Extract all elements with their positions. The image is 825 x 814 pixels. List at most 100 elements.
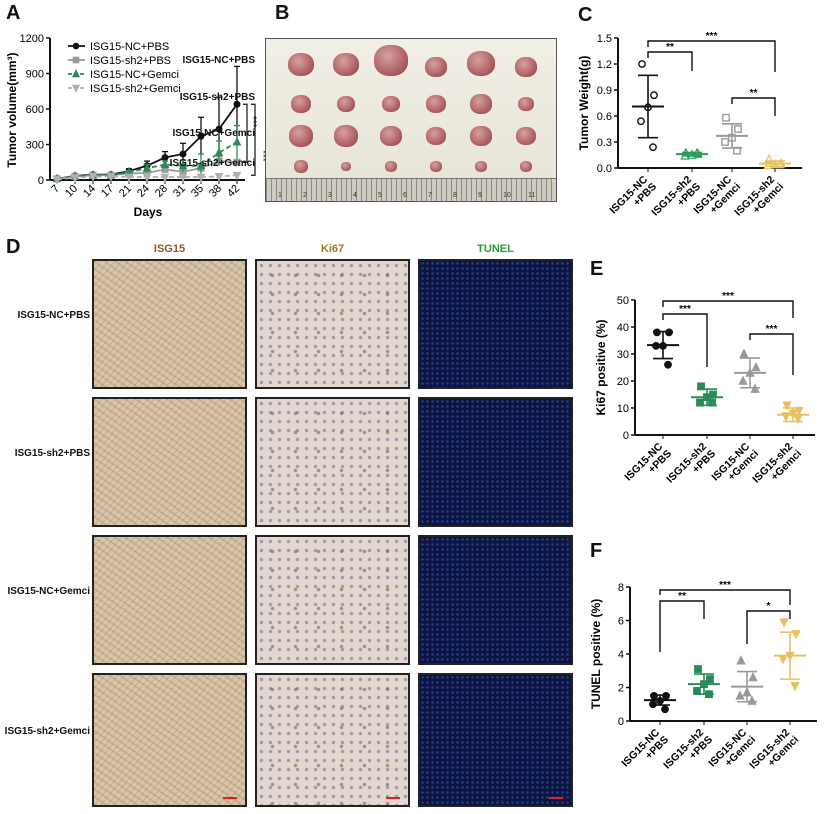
tumor: [288, 53, 314, 77]
data-point: [735, 690, 745, 700]
data-point: [790, 682, 800, 692]
sig-bracket: [662, 313, 708, 367]
ruler: 1 2 3 4 5 6 7 8 9 10 11: [266, 178, 556, 201]
data-point: [160, 173, 170, 183]
data-point: [778, 655, 788, 665]
col-header-tunel: TUNEL: [477, 243, 514, 255]
sig-label: ***: [706, 31, 718, 42]
ruler-number: 3: [328, 192, 332, 199]
data-point: [637, 117, 645, 126]
sig-bracket: [647, 40, 776, 72]
sig-label: ***: [766, 324, 778, 335]
ruler-number: 10: [503, 192, 511, 199]
data-point: [179, 150, 187, 158]
y-tick-label: 0: [38, 175, 44, 187]
tumor: [334, 125, 358, 147]
data-point: [214, 147, 224, 157]
scale-bar: [549, 797, 563, 799]
tumor: [291, 95, 311, 113]
sig-label: ***: [719, 580, 731, 591]
y-tick-label: 50: [617, 295, 629, 307]
sig-label: **: [750, 88, 758, 99]
panel-label-e: E: [590, 258, 604, 280]
y-tick-label: 0: [623, 430, 629, 442]
x-tick-label: 7: [49, 183, 62, 196]
data-point: [196, 160, 206, 170]
sig-label: ***: [257, 150, 268, 162]
tumor: [518, 97, 534, 112]
x-tick-label: 42: [225, 183, 242, 200]
legend-label: ISG15-NC+PBS: [90, 41, 169, 53]
tumor: [467, 51, 495, 77]
legend-label: ISG15-sh2+PBS: [90, 55, 171, 67]
y-tick-label: 30: [617, 349, 629, 361]
data-point: [750, 383, 760, 393]
tumor: [426, 127, 446, 145]
data-point: [739, 348, 749, 358]
d-row-label: ISG15-NC+PBS: [17, 310, 90, 321]
y-tick-label: 600: [26, 104, 44, 116]
legend-marker: [72, 56, 80, 64]
data-point: [721, 138, 729, 146]
y-tick-label: 2: [618, 683, 624, 695]
data-point: [779, 618, 789, 628]
data-point: [649, 143, 657, 152]
tumor-photo: 1 2 3 4 5 6 7 8 9 10 11: [265, 38, 557, 202]
tumor: [337, 96, 355, 113]
ruler-number: 9: [478, 192, 482, 199]
col-header-isg15: ISG15: [153, 243, 186, 255]
panel-label-d: D: [6, 236, 21, 258]
panel-label-b: B: [275, 2, 290, 24]
ruler-number: 4: [353, 192, 357, 199]
data-point: [706, 675, 714, 684]
x-tick-label: 24: [135, 183, 152, 200]
d-row-label: ISG15-NC+Gemci: [7, 586, 90, 597]
data-point: [751, 361, 761, 372]
ruler-number: 6: [403, 192, 407, 199]
data-point: [196, 173, 206, 183]
sig-bracket: [647, 51, 693, 71]
x-tick-label: 28: [153, 183, 170, 200]
sig-bracket: [659, 589, 791, 605]
data-point: [160, 159, 170, 169]
micrograph-isg15: [92, 673, 247, 807]
sig-label: **: [666, 42, 674, 53]
x-tick-label: 17: [99, 183, 116, 200]
legend-label: ISG15-NC+Gemci: [90, 69, 179, 81]
micrograph-tunel: [418, 259, 573, 389]
sig-label: **: [678, 591, 686, 602]
y-tick-label: 0.6: [597, 111, 612, 123]
tumor: [380, 126, 402, 146]
y-axis-title: Ki67 positive (%): [594, 319, 608, 415]
legend-label: ISG15-sh2+Gemci: [90, 83, 181, 95]
sig-bracket: [749, 333, 794, 375]
ruler-number: 7: [428, 192, 432, 199]
tumor: [426, 95, 446, 113]
panel-label-a: A: [6, 2, 21, 24]
tumor: [385, 161, 397, 172]
data-point: [106, 173, 116, 182]
data-point: [233, 100, 241, 108]
tumor: [289, 125, 313, 147]
data-point: [649, 700, 657, 709]
y-tick-label: 900: [26, 69, 44, 81]
col-header-ki67: Ki67: [320, 243, 345, 255]
tumor: [430, 161, 442, 172]
y-tick-label: 8: [618, 582, 624, 594]
micrograph-ki67: [255, 535, 410, 665]
data-point: [782, 401, 792, 411]
data-point: [748, 671, 758, 682]
data-point: [142, 173, 152, 183]
sig-bracket: [662, 300, 794, 318]
y-tick-label: 1.2: [597, 59, 612, 71]
y-tick-label: 10: [617, 403, 629, 415]
data-point: [197, 132, 205, 140]
micrograph-ki67: [255, 673, 410, 807]
data-point: [722, 113, 730, 122]
data-point: [142, 163, 152, 172]
tumor: [475, 161, 487, 172]
y-axis-title: Tumor volume(mm³): [5, 52, 19, 167]
tumor: [515, 57, 537, 77]
y-tick-label: 1200: [20, 33, 44, 45]
